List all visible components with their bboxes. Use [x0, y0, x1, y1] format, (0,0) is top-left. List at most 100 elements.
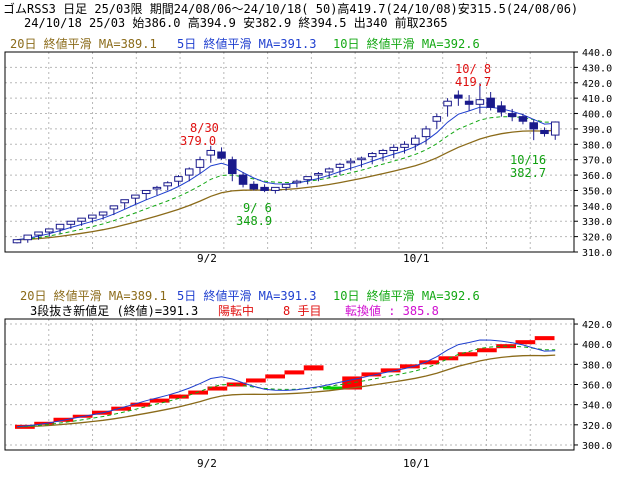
candle-up-body — [314, 173, 323, 176]
candle-up-body — [88, 214, 97, 219]
top-legend-ma10: 10日 終値平滑 MA=392.6 — [333, 36, 480, 51]
top-ytick-label: 430.0 — [582, 63, 612, 74]
top-xlabel-sep2: 9/2 — [197, 252, 217, 265]
bottom-moving-averages — [16, 339, 556, 428]
candle-down-body — [540, 129, 549, 135]
ma5-line — [16, 106, 556, 241]
kagi-up-block — [303, 365, 324, 371]
bottom-ytick-label: 300.0 — [582, 441, 612, 452]
top-legend-ma5: 5日 終値平滑 MA=391.3 — [177, 36, 316, 51]
kagi-up-block — [169, 394, 189, 399]
bottom-ytick-label: 380.0 — [582, 360, 612, 371]
candle-up-body — [421, 128, 431, 138]
candle-up-body — [184, 168, 194, 176]
candle-up-body — [141, 189, 151, 195]
candle-up-body — [152, 186, 162, 190]
candle-down-body — [497, 105, 506, 113]
top-ytick-label: 370.0 — [582, 156, 612, 167]
bottom-ytick-label: 420.0 — [582, 320, 612, 331]
candle-up-body — [206, 149, 216, 156]
candle-down-body — [454, 94, 463, 99]
candle-up-body — [109, 205, 119, 210]
candle-up-body — [443, 100, 452, 107]
candle-up-body — [346, 160, 355, 164]
kagi-count: 8 手目 — [283, 304, 321, 318]
bottom-y-axis: 300.0 320.0 340.0 360.0 380.0 400.0 420.0 — [574, 320, 612, 452]
kagi-up-block — [207, 386, 228, 391]
candle-down-body — [260, 186, 269, 191]
bottom-ytick-label: 320.0 — [582, 421, 612, 432]
top-ytick-label: 410.0 — [582, 94, 612, 105]
candle-down-body — [518, 116, 528, 122]
candle-up-body — [335, 163, 345, 168]
candle-up-body — [34, 231, 43, 236]
kagi-blocks — [15, 336, 555, 429]
kagi-up-block — [380, 368, 401, 373]
kagi-up-block — [246, 378, 266, 383]
header-line1: ゴムRSS3 日足 25/03限 期間24/08/06～24/10/18( 50… — [3, 1, 578, 16]
kagi-up-block — [130, 402, 151, 407]
annotation-830-date: 8/30 — [190, 121, 219, 135]
bottom-legend-ma10: 10日 終値平滑 MA=392.6 — [333, 288, 480, 303]
top-ytick-label: 390.0 — [582, 125, 612, 136]
annotation-96-date: 9/ 6 — [243, 201, 272, 215]
annotation-96-value: 348.9 — [236, 214, 272, 228]
candle-up-body — [12, 239, 22, 244]
candle-up-body — [66, 220, 76, 225]
candle-up-body — [411, 137, 420, 145]
candle-up-body — [55, 223, 65, 230]
bottom-xlabel-sep2: 9/2 — [197, 457, 217, 470]
candle-up-body — [23, 234, 33, 241]
bottom-ytick-label: 400.0 — [582, 340, 612, 351]
candle-up-body — [98, 211, 108, 216]
top-ytick-label: 350.0 — [582, 186, 612, 197]
candle-down-body — [238, 174, 248, 185]
kagi-up-block — [515, 340, 536, 345]
kagi-up-block — [265, 374, 285, 379]
top-ytick-label: 360.0 — [582, 171, 612, 182]
top-ytick-label: 320.0 — [582, 233, 612, 244]
top-ytick-label: 330.0 — [582, 217, 612, 228]
kagi-label: 3段抜き新値足 (終値)=391.3 — [30, 303, 198, 318]
top-ytick-label: 420.0 — [582, 79, 612, 90]
candle-up-body — [550, 121, 560, 136]
candle-up-body — [120, 199, 129, 204]
candle-down-body — [217, 151, 226, 159]
candle-down-body — [249, 183, 259, 190]
ma10-line — [16, 116, 556, 241]
kagi-turn: 転換値 : 385.8 — [345, 303, 439, 318]
bottom-ytick-label: 360.0 — [582, 381, 612, 392]
top-ytick-label: 400.0 — [582, 110, 612, 121]
candle-up-body — [324, 168, 334, 173]
candle-up-body — [174, 176, 183, 182]
top-ytick-label: 310.0 — [582, 248, 612, 259]
candle-up-body — [389, 146, 399, 151]
top-ytick-label: 340.0 — [582, 202, 612, 213]
kagi-up-block — [457, 352, 478, 357]
bottom-ma20-line — [16, 354, 556, 428]
kagi-state: 陽転中 — [218, 303, 254, 318]
top-ytick-label: 440.0 — [582, 48, 612, 59]
candle-up-body — [432, 116, 442, 122]
candle-up-body — [303, 176, 312, 181]
annotation-1016-date: 10/16 — [510, 153, 546, 167]
kagi-up-block — [419, 360, 439, 365]
bottom-ma5-line — [16, 339, 556, 428]
bottom-ma10-line — [16, 345, 556, 428]
candle-up-body — [292, 180, 302, 184]
bottom-legend-ma20: 20日 終値平滑 MA=389.1 — [20, 288, 167, 303]
candle-down-body — [464, 100, 474, 105]
candle-down-body — [486, 97, 495, 108]
annotation-1016-value: 382.7 — [510, 166, 546, 180]
header-line2: 24/10/18 25/03 始386.0 高394.9 安382.9 終394… — [24, 15, 448, 30]
kagi-down-block — [323, 386, 343, 390]
candle-up-body — [475, 99, 485, 105]
kagi-up-block — [111, 406, 131, 411]
top-ytick-label: 380.0 — [582, 140, 612, 151]
candle-up-body — [271, 186, 280, 191]
candle-up-body — [163, 182, 172, 187]
kagi-up-block — [284, 370, 305, 375]
kagi-up-block — [400, 364, 420, 369]
